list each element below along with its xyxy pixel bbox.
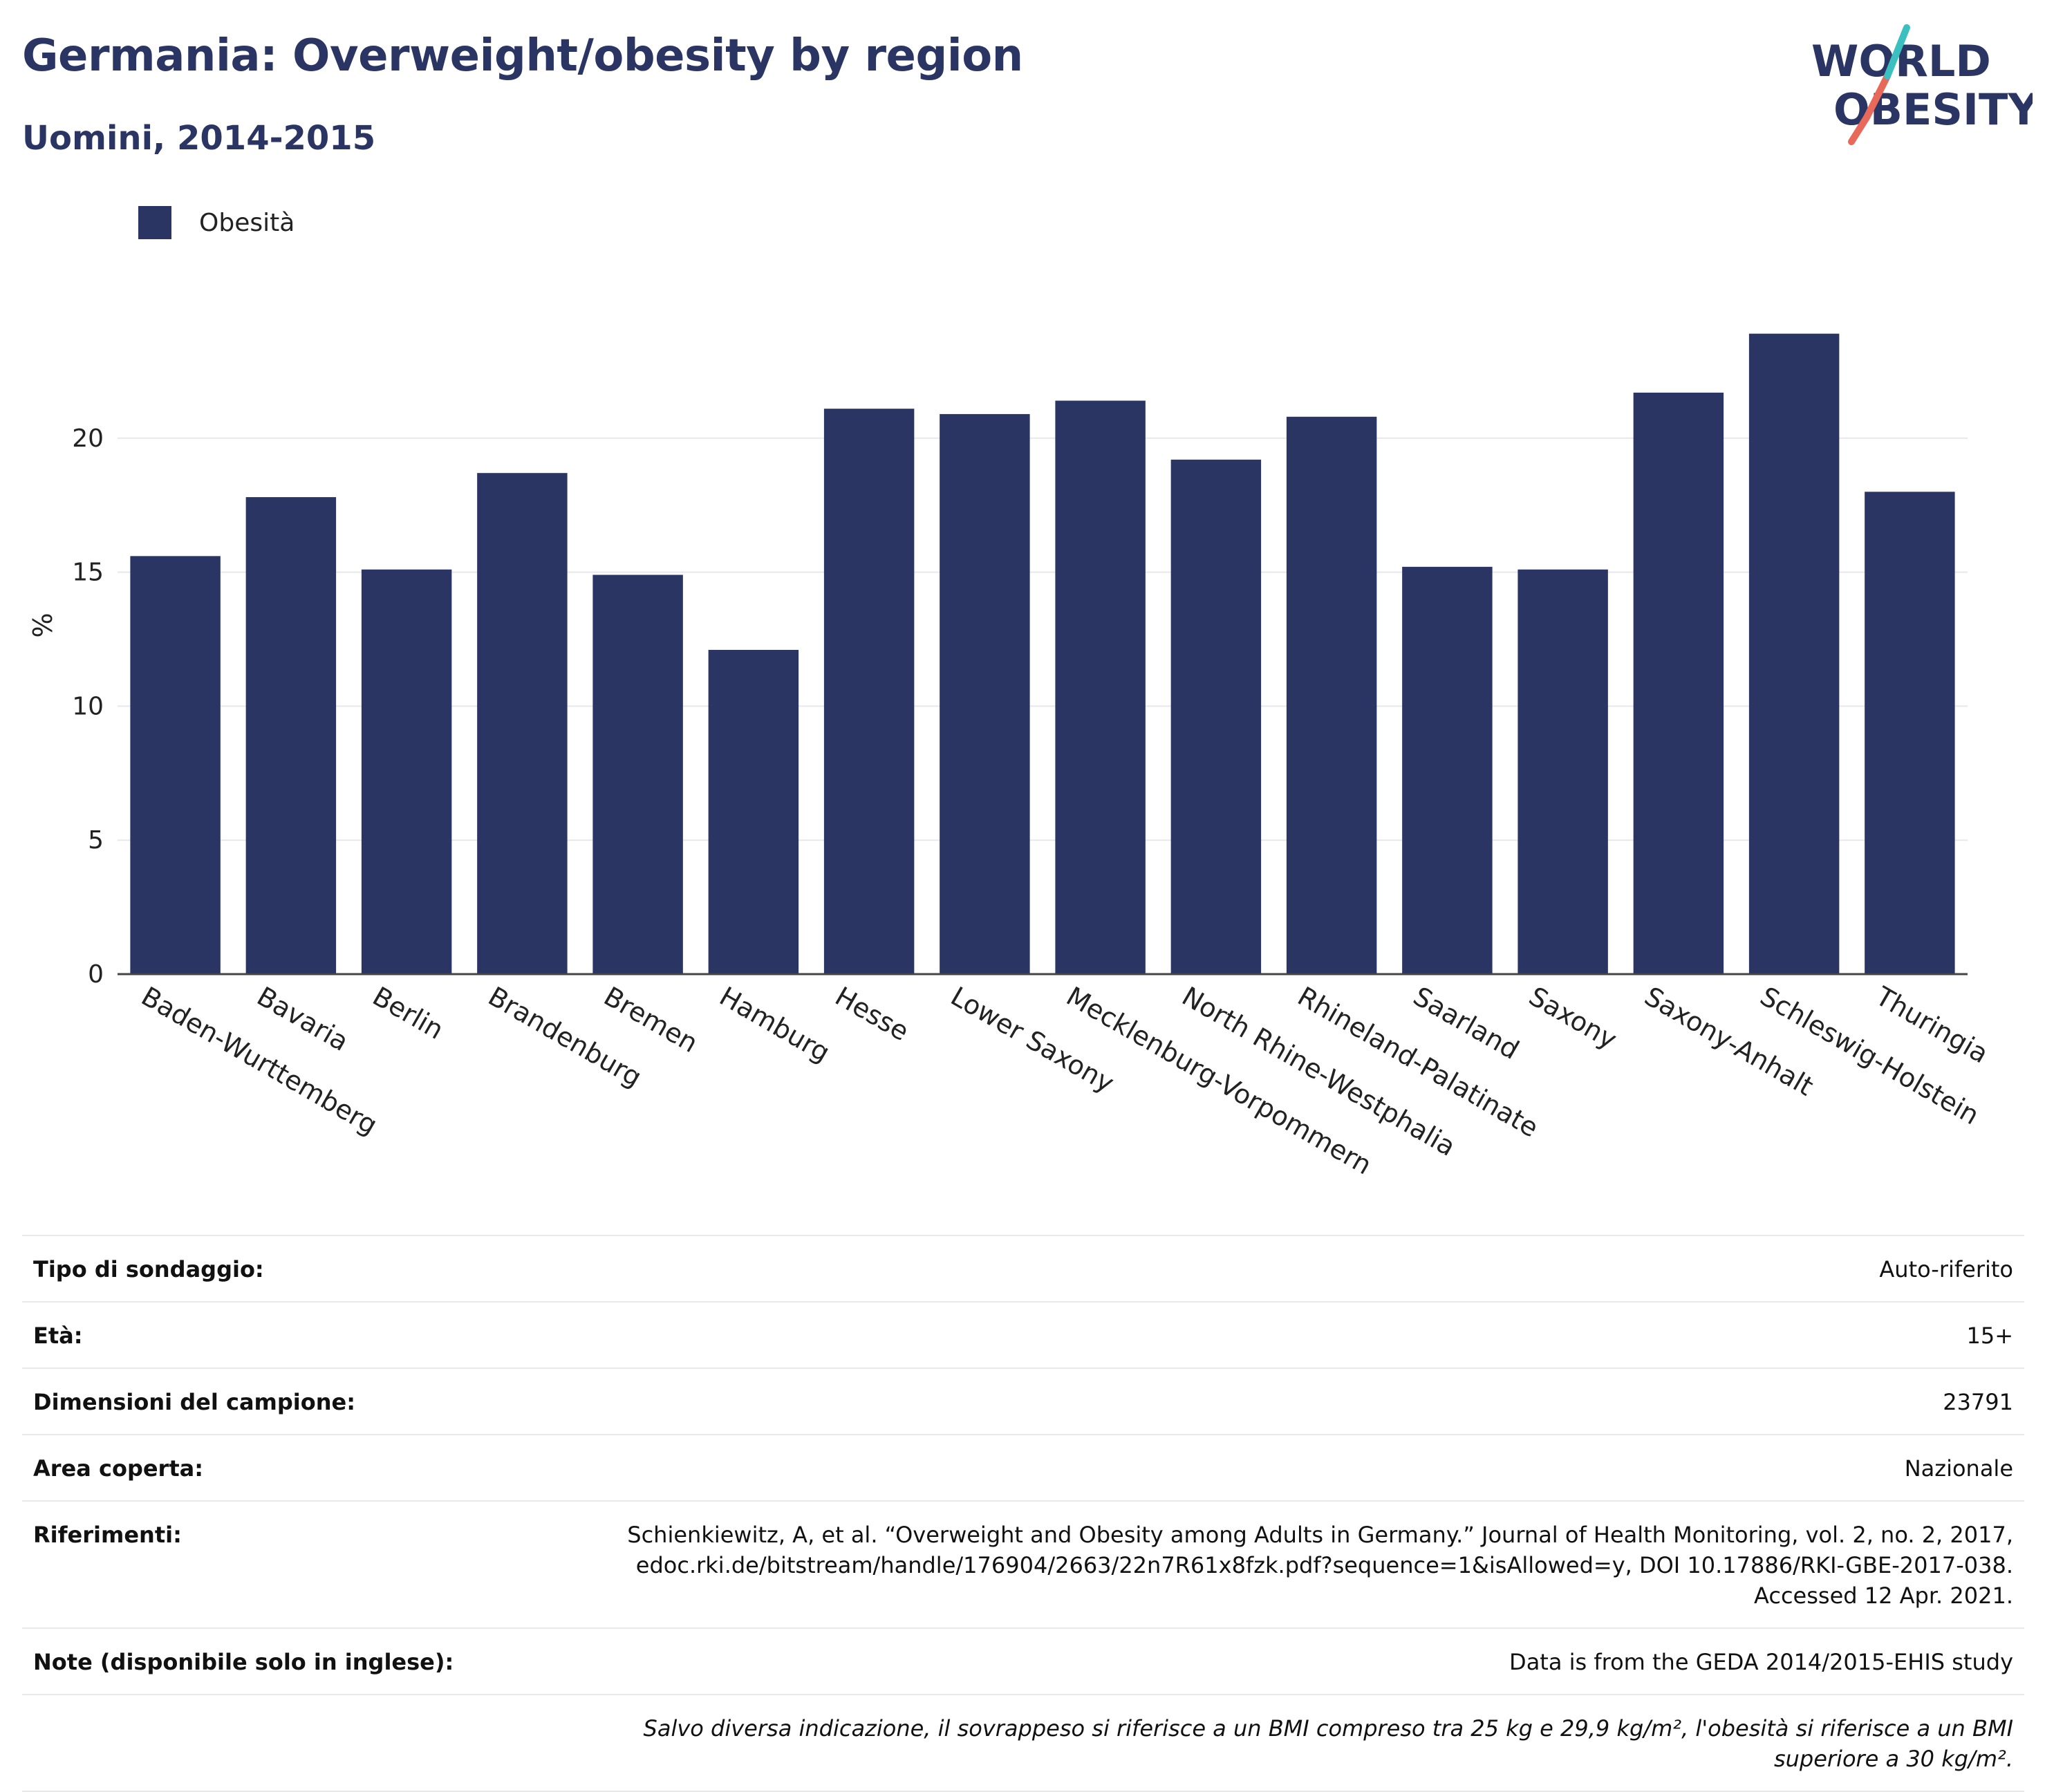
x-tick-label-saxony: Saxony [1524, 981, 1622, 1055]
bar-north-rhine-westphalia [1170, 459, 1262, 974]
bar-lower-saxony [940, 413, 1030, 974]
bar-saxony-anhalt [1633, 392, 1724, 974]
y-tick-label-5: 5 [88, 826, 104, 855]
references-value[interactable]: Schienkiewitz, A, et al. “Overweight and… [627, 1520, 2013, 1611]
legend-swatch-obesita [138, 206, 171, 239]
age-value: 15+ [1966, 1323, 2013, 1349]
x-tick-label-hesse: Hesse [830, 981, 915, 1047]
info-row-area: Area coperta: Nazionale [22, 1434, 2024, 1500]
logo-slash-teal [1884, 24, 1910, 80]
references-line-3: Accessed 12 Apr. 2021. [1754, 1583, 2013, 1609]
y-tick-label-10: 10 [72, 692, 104, 720]
sample-size-value: 23791 [1943, 1389, 2013, 1415]
notes-label: Note (disponibile solo in inglese): [33, 1649, 454, 1675]
bar-baden-wurttemberg [130, 556, 221, 974]
logo-word-obesity: OBESITY [1833, 84, 2033, 135]
x-tick-label-berlin: Berlin [368, 981, 449, 1045]
bar-saarland [1402, 566, 1493, 974]
x-tick-label-schleswig-holstein: Schleswig-Holstein [1755, 981, 1985, 1131]
logo-slash-red [1863, 73, 1891, 121]
bar-hamburg [708, 650, 799, 974]
logo-slash-red-tail [1848, 114, 1870, 145]
bar-bavaria [245, 497, 337, 974]
y-tick-label-20: 20 [72, 424, 104, 453]
bar-thuringia [1865, 492, 1955, 974]
chart-title: Germania: Overweight/obesity by region [22, 30, 1023, 82]
info-table: Tipo di sondaggio: Auto-riferito Età: 15… [22, 1235, 2024, 1792]
area-label: Area coperta: [33, 1455, 204, 1482]
world-obesity-logo: WORLD OBESITY [1811, 24, 2033, 145]
y-axis-title: % [28, 613, 58, 637]
references-line-1: Schienkiewitz, A, et al. “Overweight and… [627, 1522, 2013, 1548]
references-label: Riferimenti: [33, 1522, 182, 1548]
survey-type-label: Tipo di sondaggio: [33, 1256, 264, 1282]
bar-schleswig-holstein [1748, 333, 1840, 974]
x-tick-label-hamburg: Hamburg [714, 981, 835, 1068]
bar-hesse [823, 409, 915, 974]
bar-saxony [1518, 569, 1608, 974]
age-label: Età: [33, 1323, 83, 1349]
references-line-2[interactable]: edoc.rki.de/bitstream/handle/176904/2663… [635, 1552, 2013, 1578]
y-tick-label-15: 15 [72, 559, 104, 587]
info-row-age: Età: 15+ [22, 1301, 2024, 1368]
info-row-footnote: Salvo diversa indicazione, il sovrappeso… [22, 1694, 2024, 1792]
bar-rhineland-palatinate [1286, 416, 1377, 974]
footnote-text: Salvo diversa indicazione, il sovrappeso… [643, 1715, 2013, 1772]
notes-value: Data is from the GEDA 2014/2015-EHIS stu… [1509, 1649, 2013, 1675]
x-tick-label-bavaria: Bavaria [252, 981, 353, 1057]
info-row-survey-type: Tipo di sondaggio: Auto-riferito [22, 1235, 2024, 1301]
bar-brandenburg [477, 473, 568, 974]
info-row-references: Riferimenti: Schienkiewitz, A, et al. “O… [22, 1500, 2024, 1627]
area-value: Nazionale [1904, 1455, 2013, 1482]
x-tick-label-bremen: Bremen [599, 981, 703, 1058]
bar-berlin [361, 569, 452, 974]
bar-mecklenburg-vorpommern [1055, 400, 1146, 974]
chart-legend[interactable]: Obesità [138, 206, 295, 239]
legend-label-obesita: Obesità [199, 208, 295, 237]
y-tick-label-0: 0 [88, 960, 104, 989]
info-row-sample-size: Dimensioni del campione: 23791 [22, 1368, 2024, 1434]
chart-subtitle: Uomini, 2014-2015 [22, 119, 376, 158]
bar-bremen [592, 575, 683, 974]
survey-type-value: Auto-riferito [1879, 1256, 2013, 1282]
sample-size-label: Dimensioni del campione: [33, 1389, 356, 1415]
info-row-notes: Note (disponibile solo in inglese): Data… [22, 1627, 2024, 1694]
